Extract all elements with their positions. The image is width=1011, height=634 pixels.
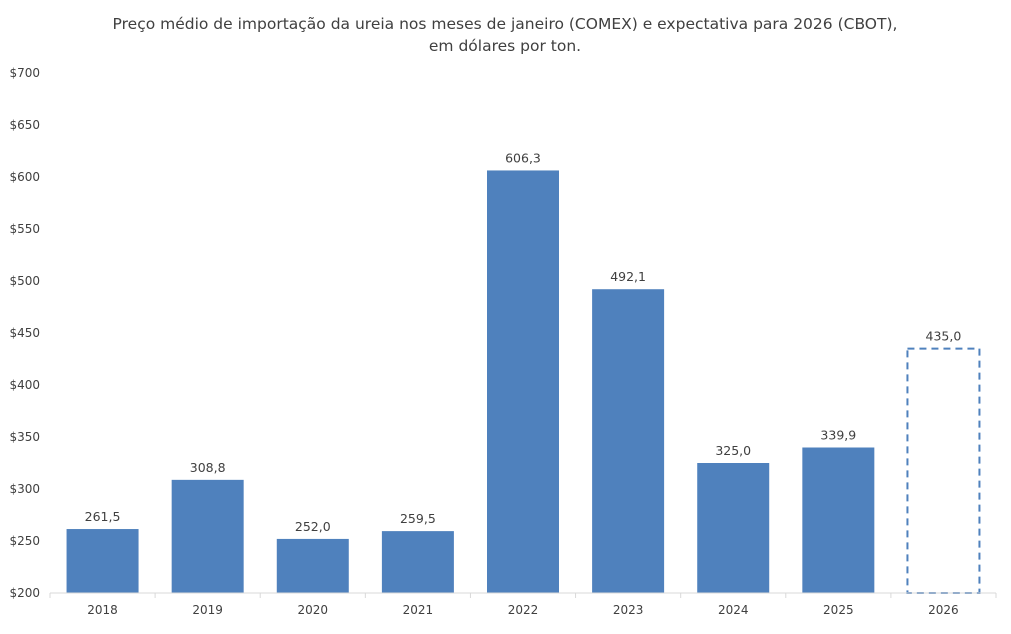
- y-axis: $200 $250 $300 $350 $400 $450 $500 $550 $600 $650…: [9, 66, 40, 600]
- y-tick-label: $350: [9, 430, 40, 444]
- x-tick-label: 2026: [928, 603, 959, 617]
- y-tick-label: $200: [9, 586, 40, 600]
- bar-2019: [171, 479, 244, 593]
- y-tick-label: $550: [9, 222, 40, 236]
- y-tick-label: $600: [9, 170, 40, 184]
- x-tick-label: 2022: [508, 603, 539, 617]
- bar-2022: [487, 170, 559, 593]
- y-tick-label: $300: [9, 482, 40, 496]
- x-tick-label: 2018: [87, 603, 118, 617]
- chart-title-line-1: Preço médio de importação da ureia nos m…: [113, 15, 898, 33]
- x-tick-label: 2024: [718, 603, 749, 617]
- data-label: 261,5: [85, 509, 121, 524]
- bar-2023: [592, 289, 665, 593]
- data-label: 339,9: [820, 428, 856, 443]
- x-tick-label: 2023: [613, 603, 644, 617]
- y-tick-label: $400: [9, 378, 40, 392]
- x-tick-label: 2025: [823, 603, 854, 617]
- y-tick-label: $500: [9, 274, 40, 288]
- data-label: 252,0: [295, 519, 331, 534]
- projected-bar-2026: [906, 347, 981, 594]
- bar-2020: [276, 538, 349, 593]
- x-tick-label: 2020: [298, 603, 329, 617]
- data-label: 492,1: [610, 269, 646, 284]
- x-tick-label: 2019: [192, 603, 223, 617]
- data-label: 325,0: [715, 443, 751, 458]
- bar-2024: [697, 463, 770, 593]
- bar-2021: [381, 531, 454, 593]
- bars: 261,5 308,8 252,0 259,5 606,3 492,1 325,0 339,9…: [66, 150, 981, 594]
- y-tick-label: $450: [9, 326, 40, 340]
- data-label: 606,3: [505, 150, 541, 165]
- chart-title-line-2: em dólares por ton.: [429, 37, 581, 55]
- y-tick-label: $700: [9, 66, 40, 80]
- data-label: 435,0: [926, 329, 962, 344]
- data-label: 308,8: [190, 460, 226, 475]
- y-tick-label: $250: [9, 534, 40, 548]
- x-tick-label: 2021: [403, 603, 434, 617]
- bar-2018: [66, 529, 139, 593]
- data-label: 259,5: [400, 511, 436, 526]
- x-axis: 2018 2019 2020 2021 2022 2023 2024 2025 2026: [49, 592, 997, 617]
- bar-2025: [802, 447, 875, 593]
- y-tick-label: $650: [9, 118, 40, 132]
